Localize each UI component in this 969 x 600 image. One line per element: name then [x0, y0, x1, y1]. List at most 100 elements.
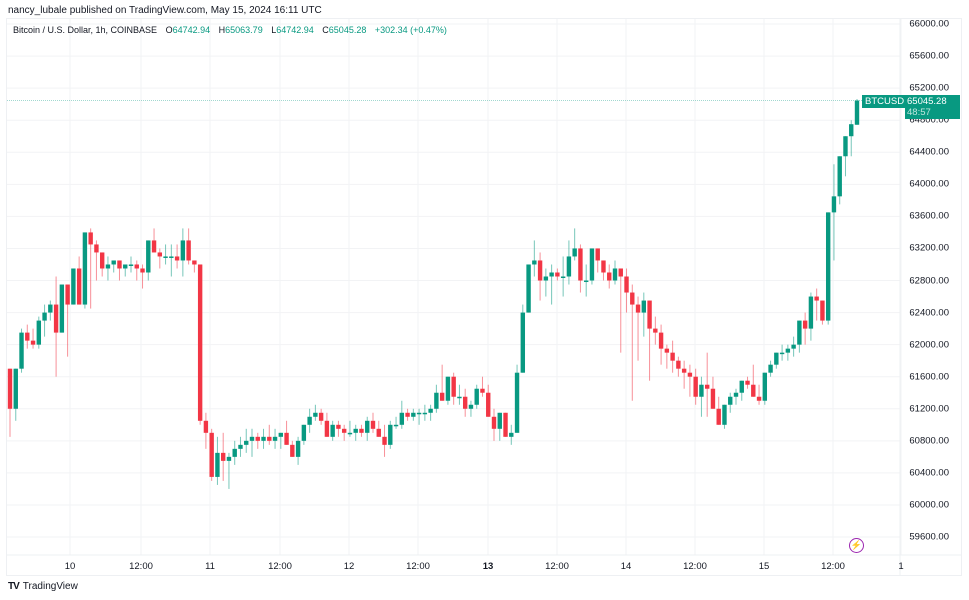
candle-body[interactable] [365, 420, 370, 433]
candle-body[interactable] [163, 256, 168, 258]
candle-body[interactable] [849, 124, 854, 137]
candle-body[interactable] [664, 348, 670, 353]
candle-body[interactable] [468, 404, 474, 409]
candle-body[interactable] [779, 352, 785, 355]
candle-body[interactable] [802, 320, 808, 329]
candle-body[interactable] [244, 440, 249, 445]
candle-body[interactable] [687, 372, 693, 377]
candle-body[interactable] [307, 416, 312, 425]
candle-body[interactable] [820, 300, 825, 321]
candle-body[interactable] [48, 304, 53, 313]
candle-body[interactable] [301, 424, 307, 441]
candle-body[interactable] [353, 428, 358, 433]
candle-body[interactable] [520, 312, 526, 373]
candle-body[interactable] [641, 300, 647, 313]
candle-body[interactable] [215, 452, 220, 477]
candle-body[interactable] [180, 240, 186, 261]
candle-body[interactable] [336, 424, 341, 429]
candle-body[interactable] [65, 284, 70, 305]
candle-body[interactable] [560, 276, 566, 279]
candle-body[interactable] [745, 380, 750, 385]
candle-body[interactable] [797, 320, 802, 345]
candle-body[interactable] [295, 440, 301, 457]
candle-body[interactable] [439, 392, 445, 401]
candle-body[interactable] [94, 244, 99, 253]
candle-body[interactable] [105, 264, 111, 269]
candle-body[interactable] [399, 412, 405, 425]
candle-body[interactable] [831, 196, 837, 213]
candle-body[interactable] [710, 388, 716, 409]
candle-body[interactable] [59, 284, 65, 333]
candle-body[interactable] [785, 348, 791, 353]
candle-body[interactable] [728, 396, 733, 405]
candle-body[interactable] [111, 260, 116, 265]
candle-body[interactable] [382, 436, 387, 445]
candle-body[interactable] [509, 432, 514, 437]
candle-body[interactable] [140, 268, 145, 273]
candle-body[interactable] [457, 396, 462, 399]
candle-body[interactable] [756, 396, 762, 401]
candle-body[interactable] [825, 212, 831, 321]
candle-body[interactable] [612, 268, 618, 281]
candle-body[interactable] [99, 252, 105, 269]
candle-body[interactable] [497, 412, 502, 429]
candle-body[interactable] [704, 384, 710, 389]
candle-body[interactable] [318, 412, 324, 421]
candle-body[interactable] [30, 340, 36, 345]
candle-body[interactable] [393, 424, 399, 427]
candle-body[interactable] [537, 260, 543, 281]
candle-body[interactable] [733, 392, 739, 397]
candle-body[interactable] [174, 256, 180, 261]
candle-body[interactable] [532, 260, 537, 265]
candle-body[interactable] [284, 432, 289, 445]
candle-body[interactable] [197, 264, 203, 421]
candle-body[interactable] [53, 304, 59, 333]
candle-body[interactable] [290, 444, 295, 457]
candle-body[interactable] [272, 436, 278, 441]
candle-body[interactable] [278, 432, 284, 437]
candle-body[interactable] [526, 264, 531, 313]
candle-body[interactable] [445, 376, 451, 401]
candle-body[interactable] [670, 352, 675, 361]
candle-body[interactable] [422, 412, 428, 415]
candle-body[interactable] [376, 428, 381, 437]
candle-body[interactable] [572, 248, 577, 257]
candle-body[interactable] [209, 432, 214, 477]
candle-body[interactable] [451, 376, 456, 397]
candle-body[interactable] [220, 452, 226, 461]
candle-body[interactable] [514, 372, 520, 433]
candle-body[interactable] [607, 272, 612, 281]
candle-body[interactable] [324, 420, 330, 437]
candle-body[interactable] [157, 252, 163, 257]
candle-body[interactable] [583, 280, 589, 283]
candle-body[interactable] [434, 392, 439, 409]
candle-body[interactable] [630, 292, 635, 305]
candle-body[interactable] [151, 240, 157, 253]
candle-body[interactable] [186, 240, 191, 261]
candle-body[interactable] [347, 432, 353, 435]
candle-body[interactable] [854, 100, 860, 125]
candle-body[interactable] [566, 256, 572, 277]
candle-body[interactable] [462, 396, 468, 409]
candle-body[interactable] [255, 436, 260, 441]
candle-body[interactable] [808, 296, 814, 329]
candle-body[interactable] [618, 268, 623, 277]
candle-body[interactable] [370, 420, 376, 429]
candle-body[interactable] [76, 268, 82, 305]
candle-body[interactable] [595, 248, 600, 261]
candle-body[interactable] [169, 256, 174, 258]
candle-body[interactable] [42, 312, 47, 321]
candle-body[interactable] [249, 436, 255, 441]
candle-body[interactable] [491, 416, 497, 429]
candle-body[interactable] [411, 412, 416, 417]
candle-body[interactable] [647, 300, 652, 329]
candle-body[interactable] [134, 264, 139, 269]
candle-body[interactable] [82, 232, 88, 305]
candle-body[interactable] [203, 420, 209, 433]
candle-body[interactable] [13, 368, 18, 409]
candle-body[interactable] [117, 260, 122, 269]
candle-body[interactable] [25, 332, 30, 341]
candle-body[interactable] [88, 232, 93, 245]
candle-body[interactable] [722, 404, 727, 425]
candle-body[interactable] [226, 456, 232, 461]
